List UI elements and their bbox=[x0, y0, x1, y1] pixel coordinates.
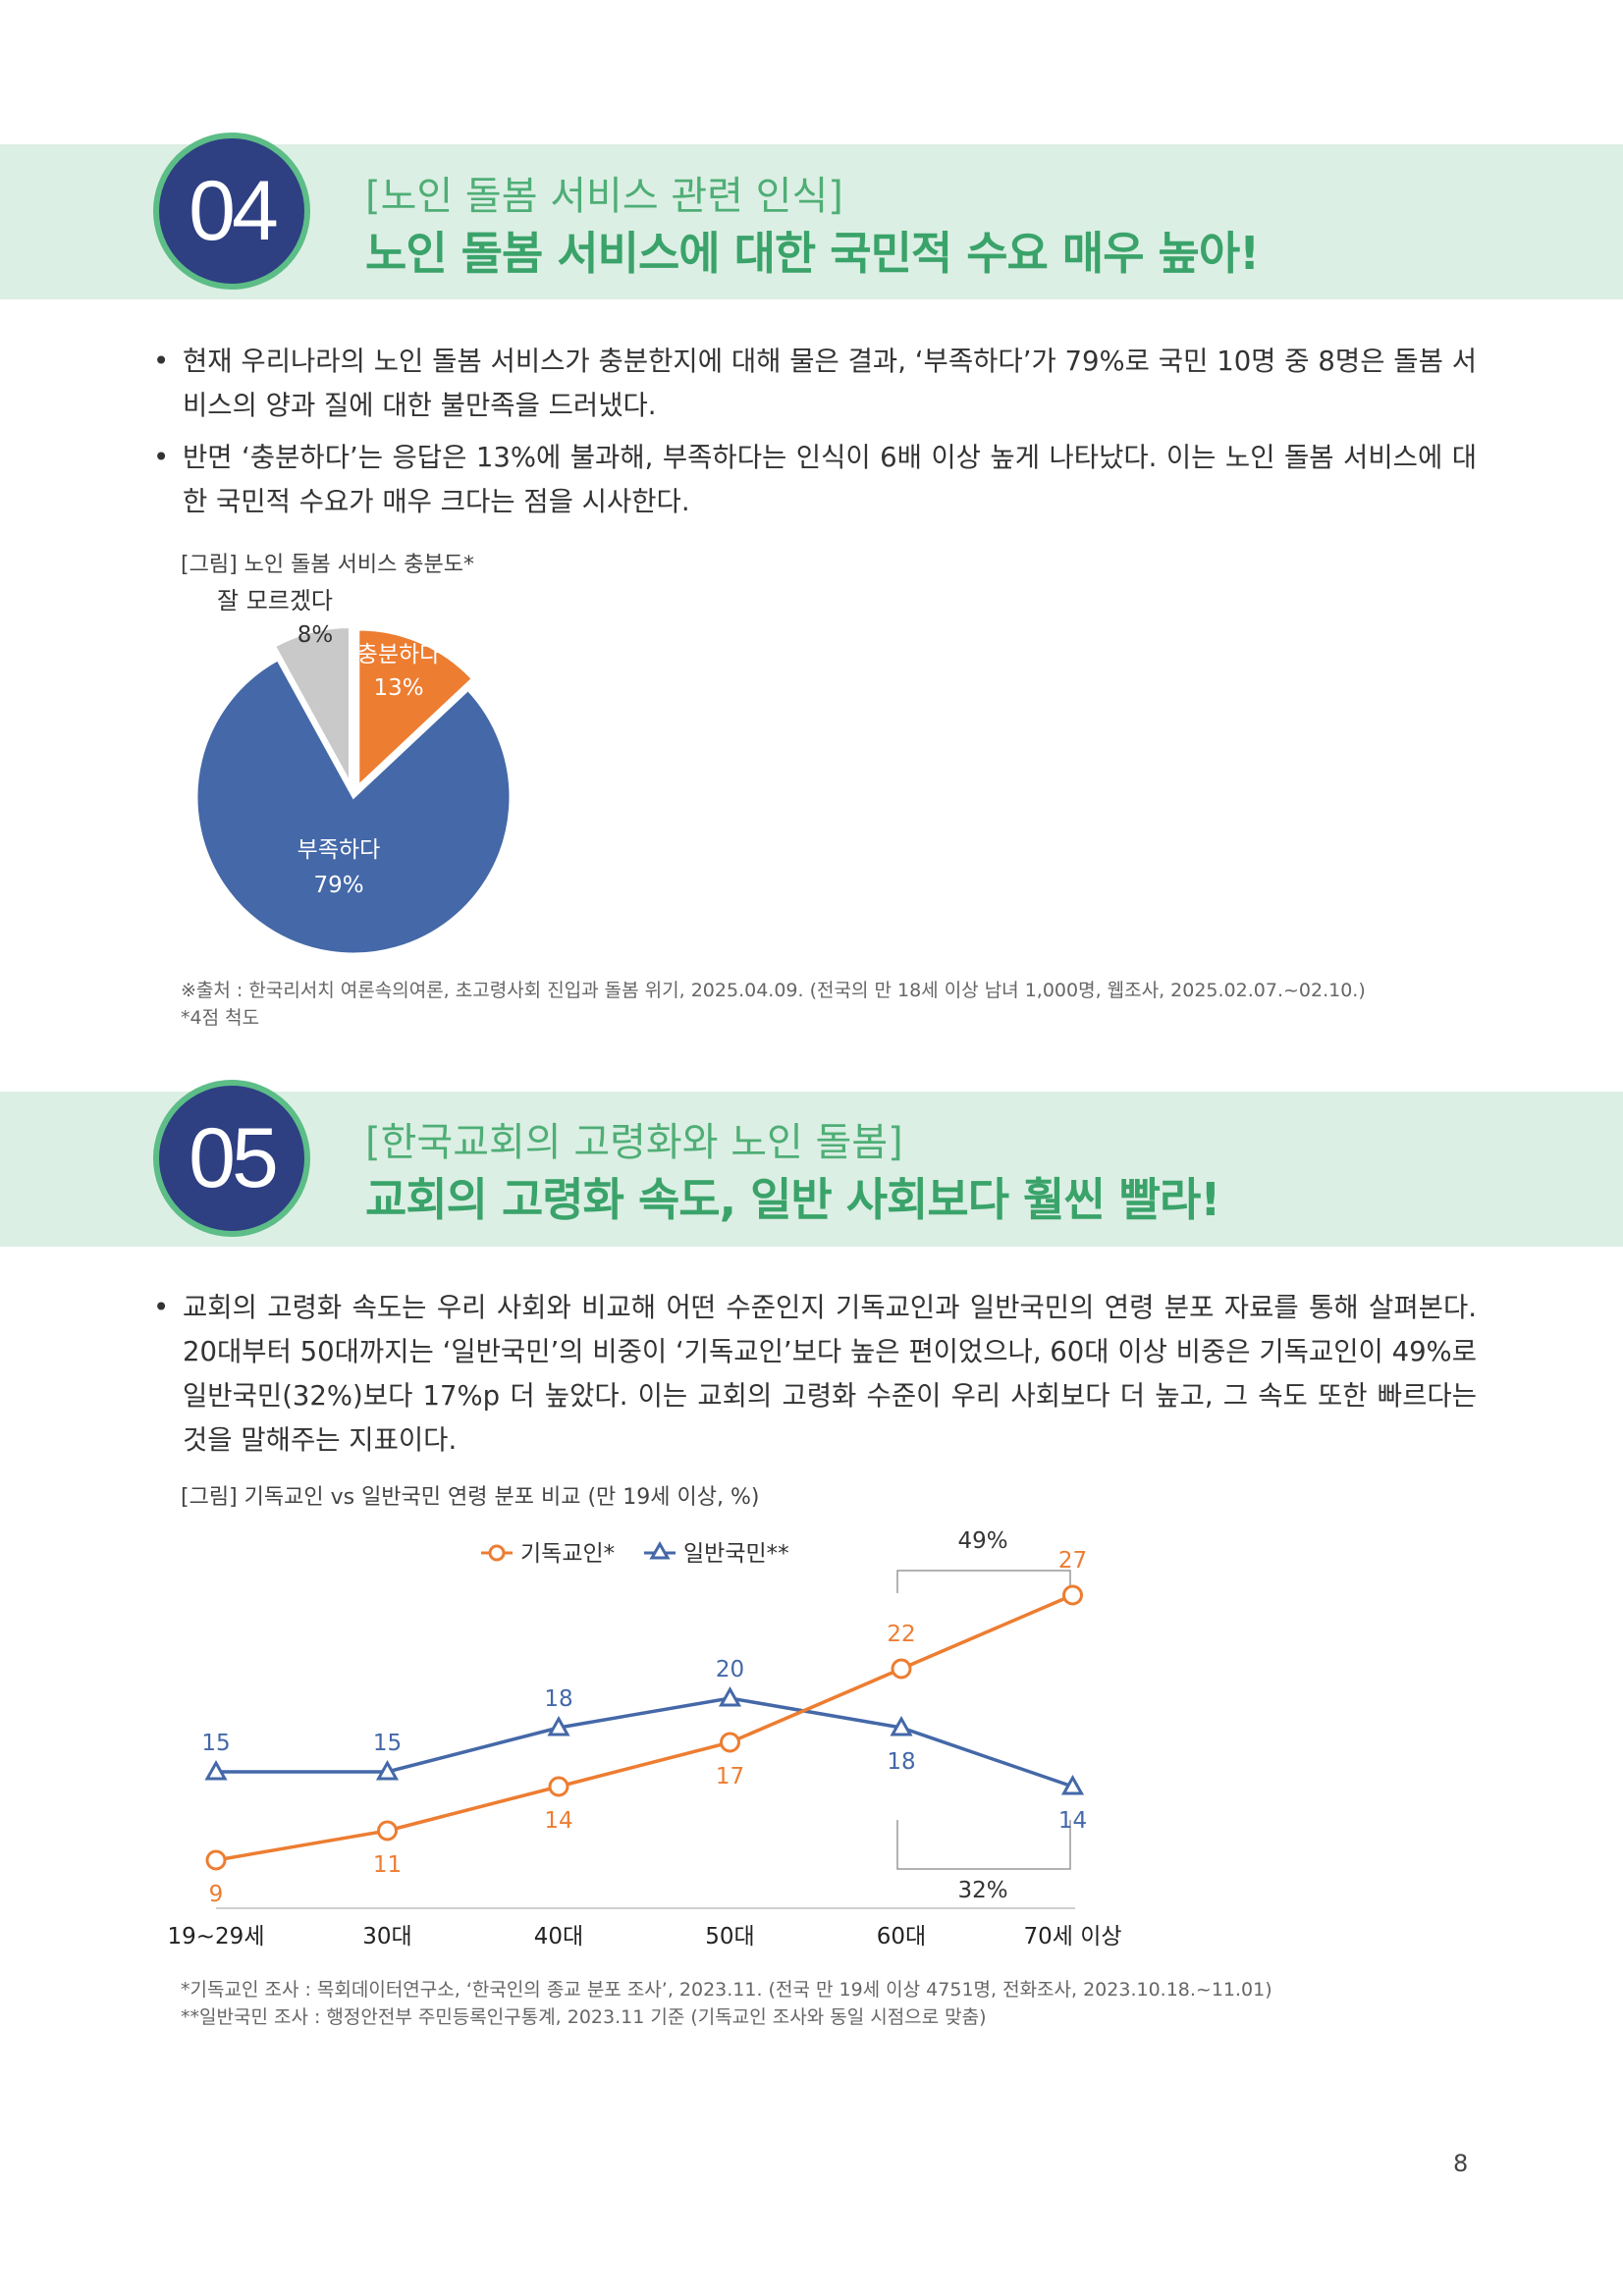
data-point-christian bbox=[377, 1820, 398, 1842]
data-label-christian: 9 bbox=[209, 1882, 224, 1907]
source-note-04: ※출처 : 한국리서치 여론속의여론, 초고령사회 진입과 돌봄 위기, 202… bbox=[181, 980, 1366, 1001]
data-point-christian bbox=[891, 1658, 912, 1680]
data-point-public bbox=[1060, 1774, 1085, 1795]
pie-slice-dontknow bbox=[272, 624, 352, 785]
data-point-public bbox=[718, 1685, 742, 1707]
figure-caption-line: [그림] 기독교인 vs 일반국민 연령 분포 비교 (만 19세 이상, %) bbox=[181, 1485, 760, 1510]
section-05-bullets: 교회의 고령화 속도는 우리 사회와 비교해 어떤 수준인지 기독교인과 일반국… bbox=[149, 1286, 1477, 1470]
bullet-item: 현재 우리나라의 노인 돌봄 서비스가 충분한지에 대해 물은 결과, ‘부족하… bbox=[149, 340, 1477, 428]
data-point-public bbox=[890, 1715, 913, 1736]
section-04-headline: 노인 돌봄 서비스에 대한 국민적 수요 매우 높아! bbox=[365, 227, 1260, 280]
annotation-49: 49% bbox=[957, 1528, 1007, 1554]
data-label-public: 14 bbox=[1058, 1808, 1087, 1834]
data-label-christian: 22 bbox=[887, 1622, 915, 1647]
data-label-christian: 27 bbox=[1058, 1548, 1087, 1574]
series-line-public bbox=[216, 1696, 1074, 1789]
bullet-item: 반면 ‘충분하다’는 응답은 13%에 불과해, 부족하다는 인식이 6배 이상… bbox=[149, 436, 1477, 524]
data-point-christian bbox=[205, 1849, 227, 1871]
section-04-kicker: [노인 돌봄 서비스 관련 인식] bbox=[365, 174, 843, 219]
series-line-christian bbox=[215, 1593, 1074, 1862]
data-label-public: 18 bbox=[544, 1686, 572, 1712]
section-05-number-badge: 05 bbox=[153, 1080, 310, 1237]
pie-slice-insufficient bbox=[194, 657, 513, 956]
pie-value-insufficient: 79% bbox=[313, 873, 363, 898]
data-label-public: 15 bbox=[201, 1731, 230, 1756]
pie-label-sufficient: 충분하다 bbox=[357, 642, 441, 667]
x-tick-label: 40대 bbox=[534, 1924, 583, 1949]
data-point-christian bbox=[548, 1776, 569, 1797]
data-label-public: 18 bbox=[887, 1749, 915, 1775]
x-tick-label: 30대 bbox=[362, 1924, 411, 1949]
legend-marker-christian bbox=[488, 1544, 506, 1562]
data-point-christian bbox=[720, 1732, 740, 1753]
pie-value-sufficient: 13% bbox=[373, 675, 423, 701]
data-label-public: 15 bbox=[373, 1731, 402, 1756]
x-tick-label: 60대 bbox=[877, 1924, 926, 1949]
pie-chart: 잘 모르겠다 8% 충분하다 13% 부족하다 79% bbox=[194, 587, 513, 956]
data-label-christian: 14 bbox=[544, 1808, 572, 1834]
section-04-bullets: 현재 우리나라의 노인 돌봄 서비스가 충분한지에 대해 물은 결과, ‘부족하… bbox=[149, 340, 1477, 532]
data-label-christian: 11 bbox=[373, 1852, 402, 1878]
pie-value-dontknow: 8% bbox=[298, 622, 334, 648]
pie-label-dontknow: 잘 모르겠다 bbox=[217, 587, 333, 614]
pie-label-insufficient: 부족하다 bbox=[298, 837, 381, 863]
section-05-kicker: [한국교회의 고령화와 노인 돌봄] bbox=[365, 1120, 903, 1165]
x-tick-label: 50대 bbox=[705, 1924, 754, 1949]
source-note-05-1: *기독교인 조사 : 목회데이터연구소, ‘한국인의 종교 분포 조사’, 20… bbox=[181, 1979, 1272, 2001]
x-tick-label: 19~29세 bbox=[168, 1924, 265, 1949]
line-chart: 기독교인* 일반국민** 49% 32% 19~29세 30대 40대 50대 60대 7… bbox=[168, 1528, 1122, 1949]
data-point-public bbox=[375, 1759, 400, 1781]
data-point-christian bbox=[1062, 1584, 1083, 1606]
legend-label-christian: 기독교인* bbox=[520, 1541, 615, 1567]
bracket-49 bbox=[896, 1570, 1071, 1593]
pie-slice-sufficient bbox=[356, 627, 475, 790]
section-04-number-badge: 04 bbox=[153, 133, 310, 290]
data-point-public bbox=[204, 1759, 228, 1781]
legend-marker-public bbox=[649, 1540, 671, 1560]
bullet-item: 교회의 고령화 속도는 우리 사회와 비교해 어떤 수준인지 기독교인과 일반국… bbox=[149, 1286, 1477, 1463]
annotation-32: 32% bbox=[957, 1878, 1007, 1903]
data-point-public bbox=[547, 1715, 570, 1736]
section-05-headline: 교회의 고령화 속도, 일반 사회보다 훨씬 빨라! bbox=[365, 1173, 1220, 1226]
x-tick-label: 70세 이상 bbox=[1023, 1924, 1121, 1949]
legend-label-public: 일반국민** bbox=[683, 1541, 789, 1567]
bracket-32 bbox=[896, 1820, 1071, 1870]
source-note-05-2: **일반국민 조사 : 행정안전부 주민등록인구통계, 2023.11 기준 (… bbox=[181, 2006, 987, 2028]
chart-legend: 기독교인* 일반국민** bbox=[481, 1540, 789, 1567]
data-label-public: 20 bbox=[716, 1657, 744, 1682]
data-label-christian: 17 bbox=[716, 1764, 744, 1789]
scale-note-04: *4점 척도 bbox=[181, 1007, 260, 1029]
figure-caption-pie: [그림] 노인 돌봄 서비스 충분도* bbox=[181, 553, 475, 577]
section-05-number: 05 bbox=[189, 1110, 279, 1205]
page-number: 8 bbox=[1453, 2150, 1469, 2177]
section-04-number: 04 bbox=[189, 163, 279, 258]
